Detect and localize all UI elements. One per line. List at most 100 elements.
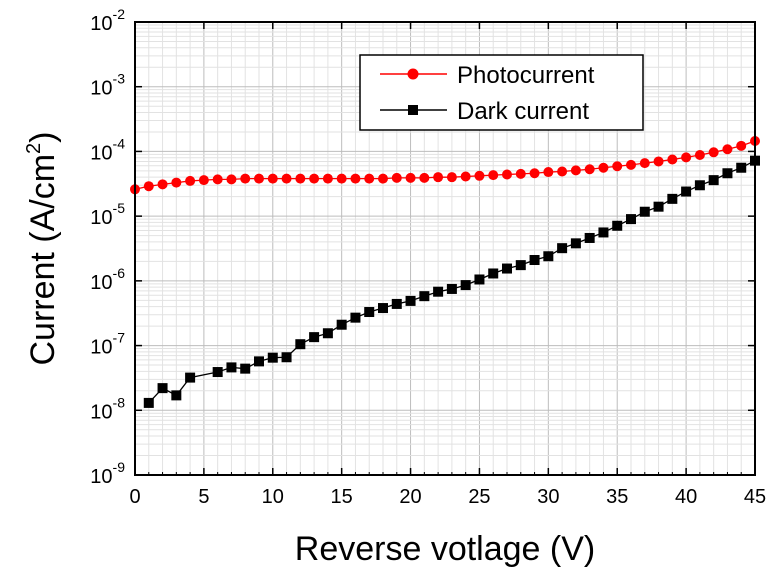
y-tick-label: 10-9: [90, 459, 125, 488]
y-tick-label: 10-4: [90, 135, 125, 164]
data-point-photocurrent: [667, 154, 678, 165]
data-point-photocurrent: [295, 173, 306, 184]
series-layer: [130, 135, 760, 408]
data-point-photocurrent: [226, 174, 237, 185]
y-tick-exponent: -2: [113, 6, 126, 22]
data-point-dark-current: [240, 363, 251, 374]
data-point-photocurrent: [681, 152, 692, 163]
y-tick-exponent: -7: [113, 330, 126, 346]
data-point-dark-current: [322, 328, 333, 339]
data-point-dark-current: [364, 307, 375, 318]
data-point-photocurrent: [460, 171, 471, 182]
y-tick-base: 10: [90, 207, 112, 229]
data-point-photocurrent: [419, 172, 430, 183]
data-point-photocurrent: [336, 173, 347, 184]
y-tick-base: 10: [90, 13, 112, 35]
data-point-photocurrent: [570, 165, 581, 176]
data-point-photocurrent: [185, 175, 196, 186]
data-point-dark-current: [281, 352, 292, 363]
data-point-dark-current: [694, 180, 705, 191]
data-point-dark-current: [157, 383, 168, 394]
y-tick-base: 10: [90, 78, 112, 100]
data-point-photocurrent: [405, 172, 416, 183]
data-point-photocurrent: [391, 172, 402, 183]
y-tick-base: 10: [90, 142, 112, 164]
data-point-photocurrent: [736, 140, 747, 151]
data-point-photocurrent: [515, 168, 526, 179]
y-axis-title-sup: 2: [23, 143, 45, 154]
data-point-dark-current: [185, 372, 196, 383]
data-point-photocurrent: [267, 173, 278, 184]
data-point-photocurrent: [309, 173, 320, 184]
data-point-photocurrent: [198, 175, 209, 186]
y-tick-exponent: -6: [113, 265, 126, 281]
data-point-dark-current: [460, 280, 471, 291]
y-tick-exponent: -5: [113, 200, 126, 216]
data-point-dark-current: [639, 206, 650, 217]
x-tick-label: 15: [331, 486, 353, 508]
data-point-photocurrent: [612, 161, 623, 172]
y-tick-label: 10-8: [90, 394, 125, 423]
data-point-dark-current: [515, 260, 526, 271]
data-point-photocurrent: [212, 174, 223, 185]
y-tick-label: 10-6: [90, 265, 125, 294]
x-tick-label: 10: [262, 486, 284, 508]
data-point-dark-current: [653, 201, 664, 212]
data-point-dark-current: [254, 356, 264, 367]
data-point-photocurrent: [474, 170, 485, 181]
legend-label-photocurrent: Photocurrent: [457, 62, 595, 89]
data-point-photocurrent: [529, 168, 540, 179]
grid: [135, 22, 755, 475]
data-point-dark-current: [419, 291, 430, 302]
data-point-dark-current: [350, 312, 361, 323]
y-tick-base: 10: [90, 401, 112, 423]
data-point-photocurrent: [639, 158, 650, 169]
x-tick-label: 35: [606, 486, 628, 508]
data-point-photocurrent: [143, 181, 154, 192]
data-point-dark-current: [626, 214, 636, 225]
ticks: [134, 21, 756, 476]
data-point-dark-current: [708, 175, 719, 186]
y-tick-exponent: -4: [113, 135, 126, 151]
legend-marker-dark-current: [408, 105, 418, 115]
y-tick-base: 10: [90, 272, 112, 294]
legend-label-dark-current: Dark current: [457, 98, 589, 125]
x-tick-label: 30: [537, 486, 559, 508]
y-tick-label: 10-5: [90, 200, 125, 229]
data-point-dark-current: [598, 227, 609, 238]
data-point-dark-current: [309, 332, 320, 343]
y-tick-exponent: -8: [113, 394, 126, 410]
data-point-dark-current: [336, 319, 347, 330]
data-point-photocurrent: [171, 177, 182, 188]
plot-frame: [134, 21, 756, 476]
data-point-dark-current: [736, 162, 747, 173]
data-point-photocurrent: [488, 170, 499, 181]
data-point-photocurrent: [254, 173, 264, 184]
data-point-dark-current: [570, 238, 581, 249]
data-point-dark-current: [543, 251, 554, 262]
series-line-0: [134, 140, 756, 190]
data-point-dark-current: [405, 295, 416, 306]
legend-box: [359, 54, 644, 131]
data-point-photocurrent: [543, 167, 554, 178]
data-point-photocurrent: [433, 172, 444, 183]
data-point-dark-current: [529, 255, 540, 266]
data-point-dark-current: [612, 220, 623, 231]
data-point-dark-current: [267, 352, 278, 363]
legend: Photocurrent Dark current: [359, 54, 644, 131]
x-tick-label: 20: [399, 486, 421, 508]
y-axis-title-end: ): [24, 131, 62, 142]
y-tick-exponent: -3: [113, 71, 126, 87]
y-tick-label: 10-2: [90, 6, 125, 35]
y-tick-label: 10-3: [90, 71, 125, 100]
data-point-dark-current: [226, 362, 237, 373]
data-point-photocurrent: [598, 162, 609, 173]
legend-marker-photocurrent: [407, 68, 419, 80]
data-point-photocurrent: [694, 150, 705, 161]
y-axis-title: Current (A/cm2): [23, 131, 62, 365]
data-point-photocurrent: [240, 173, 251, 184]
data-point-dark-current: [557, 243, 568, 254]
data-point-photocurrent: [281, 173, 292, 184]
y-tick-base: 10: [90, 337, 112, 359]
